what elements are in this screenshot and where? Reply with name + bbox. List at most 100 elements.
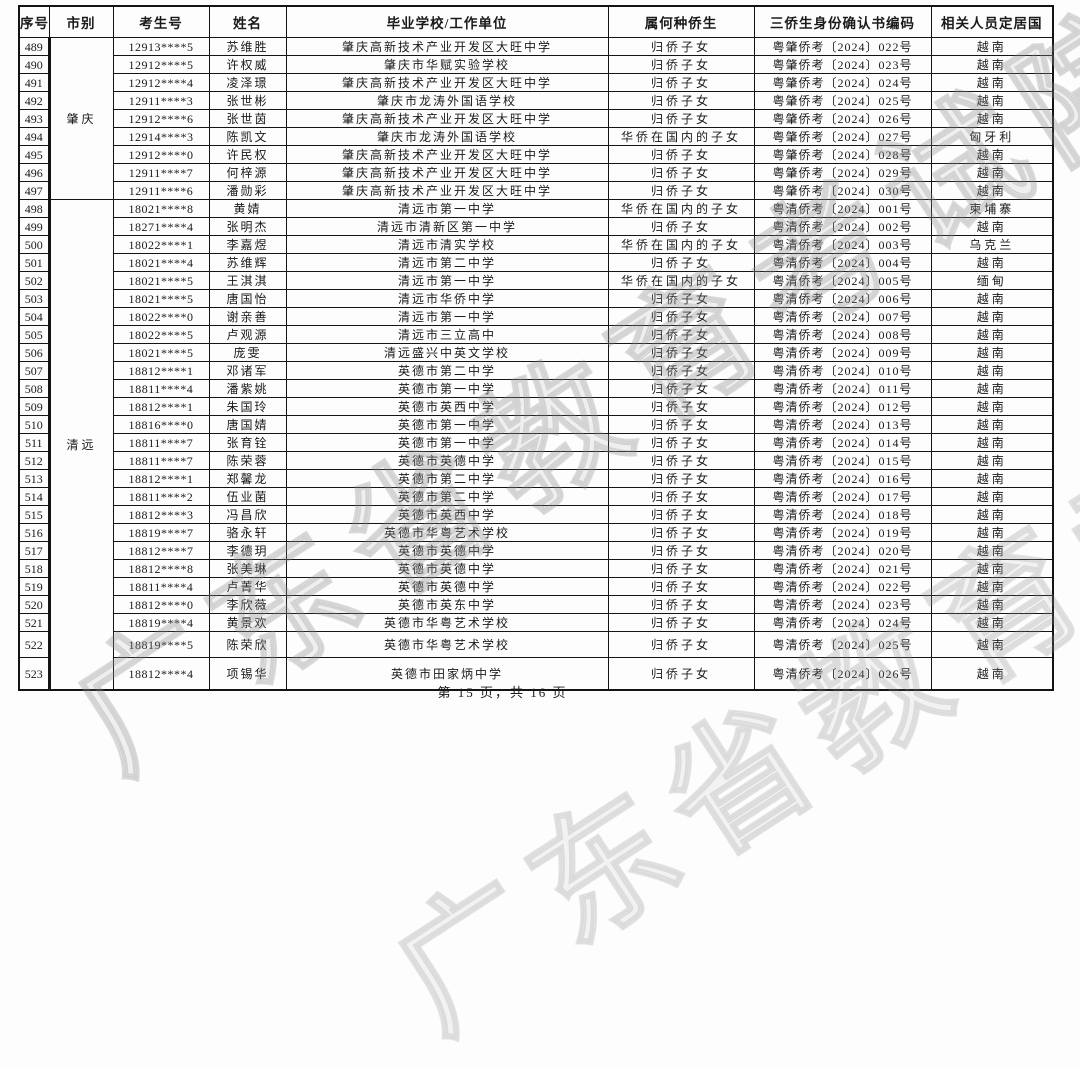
cell-exam-number: 12912****6 xyxy=(112,109,210,128)
cell-school: 肇庆市龙涛外国语学校 xyxy=(285,127,609,146)
cell-code: 粤清侨考〔2024〕007号 xyxy=(753,307,932,326)
cell-country: 越南 xyxy=(930,469,1054,488)
cell-type: 归侨子女 xyxy=(607,541,755,560)
cell-school: 清远市第一中学 xyxy=(285,307,609,326)
cell-school: 英德市英西中学 xyxy=(285,505,609,524)
cell-country: 越南 xyxy=(930,163,1054,182)
cell-name: 张世茵 xyxy=(208,109,287,128)
table-row: 501 18021****4 苏维辉 清远市第二中学 归侨子女 粤清侨考〔2024〕004… xyxy=(18,253,1054,272)
cell-type: 归侨子女 xyxy=(607,415,755,434)
table-row: 519 18811****4 卢菁华 英德市英德中学 归侨子女 粤清侨考〔2024〕022… xyxy=(18,577,1054,596)
cell-exam-number: 18812****1 xyxy=(112,469,210,488)
table-header: 序号 市别 考生号 姓名 毕业学校/工作单位 属何种侨生 三侨生身份确认书编码 … xyxy=(18,5,1054,38)
cell-serial: 506 xyxy=(18,343,50,362)
cell-country: 越南 xyxy=(930,73,1054,92)
cell-serial: 490 xyxy=(18,55,50,74)
cell-name: 骆永轩 xyxy=(208,523,287,542)
cell-school: 英德市英德中学 xyxy=(285,541,609,560)
cell-code: 粤清侨考〔2024〕012号 xyxy=(753,397,932,416)
table-row: 506 18021****5 庞雯 清远盛兴中英文学校 归侨子女 粤清侨考〔2024〕00… xyxy=(18,343,1054,362)
cell-code: 粤肇侨考〔2024〕022号 xyxy=(753,37,932,56)
cell-name: 陈荣蓉 xyxy=(208,451,287,470)
cell-school: 肇庆高新技术产业开发区大旺中学 xyxy=(285,181,609,200)
cell-serial: 515 xyxy=(18,505,50,524)
cell-country: 越南 xyxy=(930,451,1054,470)
table-body: 489 肇庆 12913****5 苏维胜 肇庆高新技术产业开发区大旺中学 归侨子女 粤肇侨… xyxy=(18,37,1054,691)
cell-exam-number: 18021****5 xyxy=(112,289,210,308)
cell-exam-number: 18811****2 xyxy=(112,487,210,506)
cell-serial: 495 xyxy=(18,145,50,164)
cell-code: 粤肇侨考〔2024〕028号 xyxy=(753,145,932,164)
cell-exam-number: 18271****4 xyxy=(112,217,210,236)
cell-city: 清远 xyxy=(47,199,114,691)
cell-type: 归侨子女 xyxy=(607,397,755,416)
cell-code: 粤清侨考〔2024〕025号 xyxy=(753,631,932,658)
cell-name: 伍业菌 xyxy=(208,487,287,506)
cell-code: 粤清侨考〔2024〕005号 xyxy=(753,271,932,290)
cell-exam-number: 18021****8 xyxy=(112,199,210,218)
cell-code: 粤肇侨考〔2024〕024号 xyxy=(753,73,932,92)
cell-school: 英德市田家炳中学 xyxy=(285,657,609,691)
table-row: 497 12911****6 潘勋彩 肇庆高新技术产业开发区大旺中学 归侨子女 粤肇侨考〔… xyxy=(18,181,1054,200)
cell-name: 黄景欢 xyxy=(208,613,287,632)
cell-code: 粤清侨考〔2024〕019号 xyxy=(753,523,932,542)
cell-code: 粤清侨考〔2024〕021号 xyxy=(753,559,932,578)
cell-serial: 501 xyxy=(18,253,50,272)
cell-serial: 520 xyxy=(18,595,50,614)
cell-serial: 496 xyxy=(18,163,50,182)
cell-exam-number: 12911****7 xyxy=(112,163,210,182)
cell-code: 粤肇侨考〔2024〕025号 xyxy=(753,91,932,110)
cell-code: 粤清侨考〔2024〕024号 xyxy=(753,613,932,632)
cell-serial: 521 xyxy=(18,613,50,632)
cell-exam-number: 18811****4 xyxy=(112,379,210,398)
cell-school: 英德市第二中学 xyxy=(285,487,609,506)
cell-serial: 497 xyxy=(18,181,50,200)
cell-exam-number: 18812****0 xyxy=(112,595,210,614)
cell-country: 越南 xyxy=(930,217,1054,236)
cell-type: 归侨子女 xyxy=(607,325,755,344)
cell-name: 张世彬 xyxy=(208,91,287,110)
cell-country: 越南 xyxy=(930,253,1054,272)
cell-type: 归侨子女 xyxy=(607,433,755,452)
cell-serial: 514 xyxy=(18,487,50,506)
cell-name: 李嘉煜 xyxy=(208,235,287,254)
cell-exam-number: 12912****5 xyxy=(112,55,210,74)
cell-country: 乌克兰 xyxy=(930,235,1054,254)
cell-name: 苏维辉 xyxy=(208,253,287,272)
cell-code: 粤清侨考〔2024〕013号 xyxy=(753,415,932,434)
table-row: 490 12912****5 许权威 肇庆市华赋实验学校 归侨子女 粤肇侨考〔2024〕0… xyxy=(18,55,1054,74)
cell-code: 粤清侨考〔2024〕016号 xyxy=(753,469,932,488)
cell-exam-number: 12914****3 xyxy=(112,127,210,146)
cell-type: 归侨子女 xyxy=(607,577,755,596)
table-row: 513 18812****1 郑馨龙 英德市第二中学 归侨子女 粤清侨考〔2024〕016… xyxy=(18,469,1054,488)
cell-code: 粤清侨考〔2024〕023号 xyxy=(753,595,932,614)
cell-serial: 489 xyxy=(18,37,50,56)
cell-type: 归侨子女 xyxy=(607,379,755,398)
cell-code: 粤清侨考〔2024〕020号 xyxy=(753,541,932,560)
table-row: 502 18021****5 王淇淇 清远市第一中学 华侨在国内的子女 粤清侨考〔2024… xyxy=(18,271,1054,290)
cell-exam-number: 18816****0 xyxy=(112,415,210,434)
cell-school: 英德市第一中学 xyxy=(285,415,609,434)
table-row: 495 12912****0 许民权 肇庆高新技术产业开发区大旺中学 归侨子女 粤肇侨考〔… xyxy=(18,145,1054,164)
cell-type: 华侨在国内的子女 xyxy=(607,127,755,146)
cell-serial: 499 xyxy=(18,217,50,236)
cell-school: 英德市英德中学 xyxy=(285,577,609,596)
table-row: 509 18812****1 朱国玲 英德市英西中学 归侨子女 粤清侨考〔2024〕012… xyxy=(18,397,1054,416)
cell-type: 归侨子女 xyxy=(607,469,755,488)
cell-type: 归侨子女 xyxy=(607,73,755,92)
cell-school: 清远市三立高中 xyxy=(285,325,609,344)
cell-country: 越南 xyxy=(930,433,1054,452)
cell-name: 许权威 xyxy=(208,55,287,74)
cell-name: 黄婧 xyxy=(208,199,287,218)
cell-type: 归侨子女 xyxy=(607,145,755,164)
cell-name: 李欣薇 xyxy=(208,595,287,614)
cell-country: 越南 xyxy=(930,361,1054,380)
cell-type: 归侨子女 xyxy=(607,217,755,236)
cell-school: 清远市华侨中学 xyxy=(285,289,609,308)
cell-name: 唐国怡 xyxy=(208,289,287,308)
cell-name: 陈凯文 xyxy=(208,127,287,146)
cell-school: 肇庆高新技术产业开发区大旺中学 xyxy=(285,163,609,182)
table-row: 512 18811****7 陈荣蓉 英德市英德中学 归侨子女 粤清侨考〔2024〕015… xyxy=(18,451,1054,470)
cell-school: 清远市第一中学 xyxy=(285,271,609,290)
table-row: 489 肇庆 12913****5 苏维胜 肇庆高新技术产业开发区大旺中学 归侨子女 粤肇侨… xyxy=(18,37,1054,200)
